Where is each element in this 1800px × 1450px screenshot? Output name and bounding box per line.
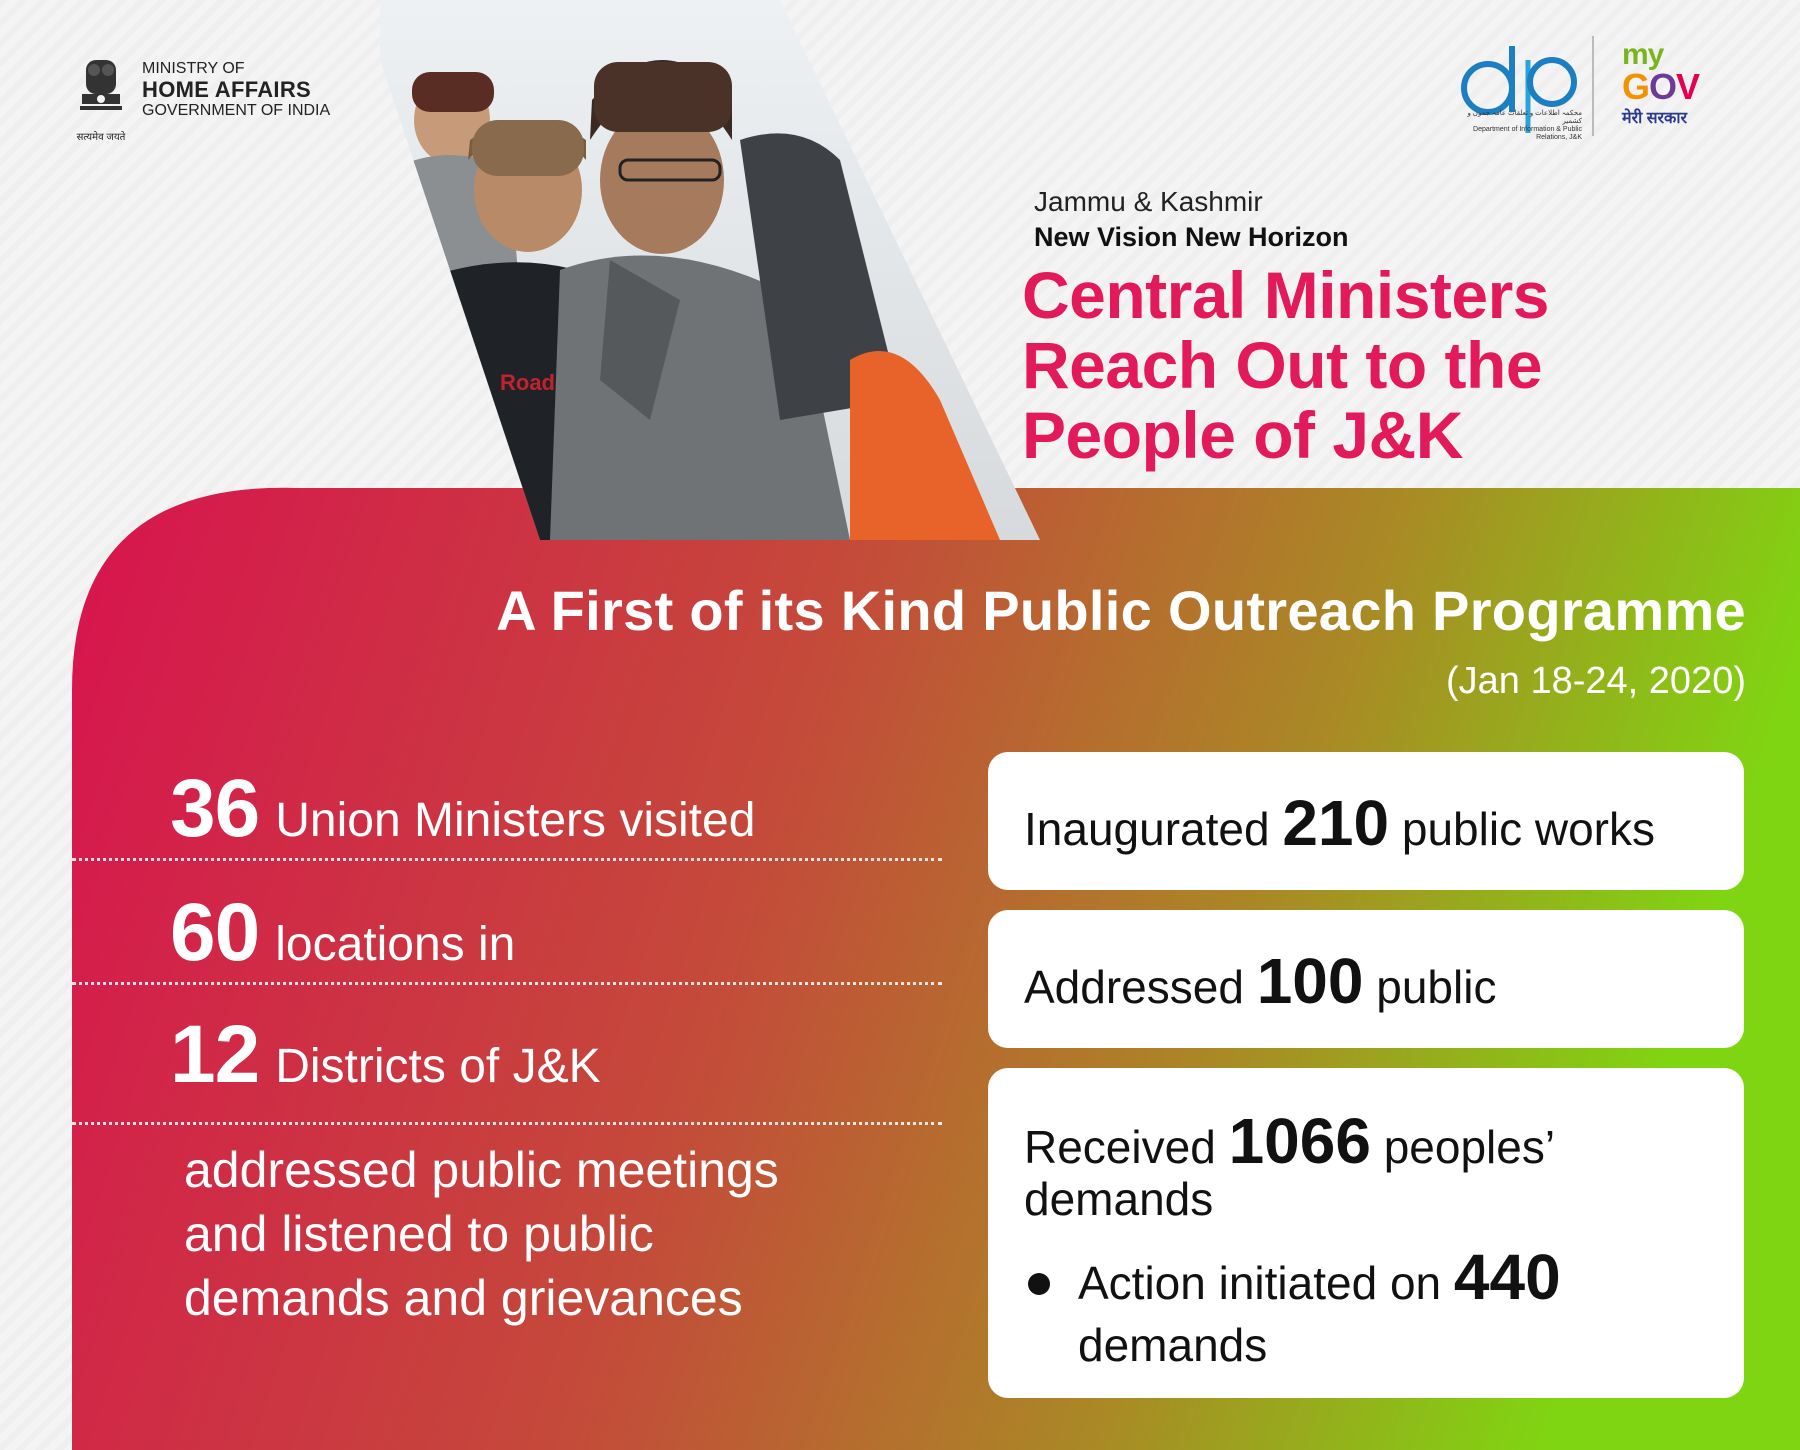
svg-text:Road: Road xyxy=(500,370,555,395)
ministry-line2: HOME AFFAIRS xyxy=(142,77,312,102)
card-prefix: Received xyxy=(1024,1121,1216,1173)
bullet-line2: demands xyxy=(1078,1319,1268,1371)
national-emblem-icon: सत्यमेव जयते xyxy=(72,52,130,143)
programme-date: (Jan 18-24, 2020) xyxy=(1446,660,1746,702)
stat-label: Union Ministers visited xyxy=(275,794,756,847)
card-text: Addressed 100 public xyxy=(1024,944,1496,1018)
stat-label: Districts of J&K xyxy=(275,1040,601,1093)
dotted-divider xyxy=(72,858,942,861)
headline: Central Ministers Reach Out to the Peopl… xyxy=(1022,260,1722,470)
bullet-icon xyxy=(1028,1273,1050,1295)
card-number: 1066 xyxy=(1228,1105,1371,1177)
description-line3: demands and grievances xyxy=(184,1270,743,1326)
mygov-o: O xyxy=(1649,66,1677,107)
ministry-line1: MINISTRY OF xyxy=(142,60,245,77)
dotted-divider xyxy=(72,1122,942,1125)
stat-number: 60 xyxy=(170,887,260,978)
stat-number: 12 xyxy=(170,1009,260,1100)
card-prefix: Addressed xyxy=(1024,961,1244,1013)
dip-logo xyxy=(1461,46,1577,133)
bullet-text: Action initiated on 440 xyxy=(1078,1240,1561,1314)
card-inaugurated: Inaugurated 210 public works xyxy=(988,752,1744,890)
tagline: New Vision New Horizon xyxy=(1034,222,1349,252)
mygov-gov: GOV xyxy=(1622,69,1732,105)
mygov-v: V xyxy=(1676,66,1700,107)
ministry-line3: GOVERNMENT OF INDIA xyxy=(142,102,331,119)
description-line2: and listened to public xyxy=(184,1206,654,1262)
headline-line2: Reach Out to the xyxy=(1022,328,1543,402)
bullet-prefix: Action initiated on xyxy=(1078,1257,1442,1309)
stat-label: locations in xyxy=(275,918,516,971)
card-prefix: Inaugurated xyxy=(1024,803,1270,855)
stat-ministers: 36 Union Ministers visited xyxy=(170,762,950,856)
card-suffix: peoples’ xyxy=(1383,1121,1556,1173)
stat-districts: 12 Districts of J&K xyxy=(170,1008,950,1102)
emblem-motto: सत्यमेव जयते xyxy=(76,132,126,143)
ministers-photo: Road xyxy=(380,0,1040,540)
dotted-divider xyxy=(72,982,942,985)
description-line1: addressed public meetings xyxy=(184,1142,779,1198)
card-received: Received 1066 peoples’ demands Action in… xyxy=(988,1068,1744,1398)
card-number: 210 xyxy=(1282,787,1390,859)
mygov-hindi: मेरी सरकार xyxy=(1622,110,1688,127)
mygov-logo: my GOV मेरी सरकार xyxy=(1622,40,1732,128)
mygov-my: my xyxy=(1622,38,1664,71)
headline-line3: People of J&K xyxy=(1022,398,1463,472)
stat-locations: 60 locations in xyxy=(170,886,950,980)
card-suffix: public works xyxy=(1401,803,1655,855)
dip-logo-text: محکمہ اطلاعات و تعلقات عامہ جموں و کشمیر… xyxy=(1452,110,1582,142)
description: addressed public meetings and listened t… xyxy=(184,1138,944,1330)
card-line2: demands xyxy=(1024,1173,1214,1225)
ministry-logo: सत्यमेव जयते MINISTRY OF HOME AFFAIRS GO… xyxy=(72,52,330,143)
mygov-g: G xyxy=(1622,66,1650,107)
headline-line1: Central Ministers xyxy=(1022,258,1549,332)
card-suffix: public xyxy=(1376,961,1497,1013)
stat-number: 36 xyxy=(170,763,260,854)
dip-english: Department of Information & Public Relat… xyxy=(1473,126,1582,141)
dip-urdu: محکمہ اطلاعات و تعلقات عامہ جموں و کشمیر xyxy=(1467,110,1582,125)
card-addressed: Addressed 100 public xyxy=(988,910,1744,1048)
ministry-name: MINISTRY OF HOME AFFAIRS GOVERNMENT OF I… xyxy=(142,60,330,120)
logo-divider xyxy=(1592,36,1594,136)
card-text: Inaugurated 210 public works xyxy=(1024,786,1655,860)
region-label: Jammu & Kashmir xyxy=(1034,186,1263,217)
bullet-number: 440 xyxy=(1453,1241,1561,1313)
programme-title: A First of its Kind Public Outreach Prog… xyxy=(496,579,1746,642)
card-text: Received 1066 peoples’ xyxy=(1024,1104,1555,1178)
card-number: 100 xyxy=(1256,945,1364,1017)
